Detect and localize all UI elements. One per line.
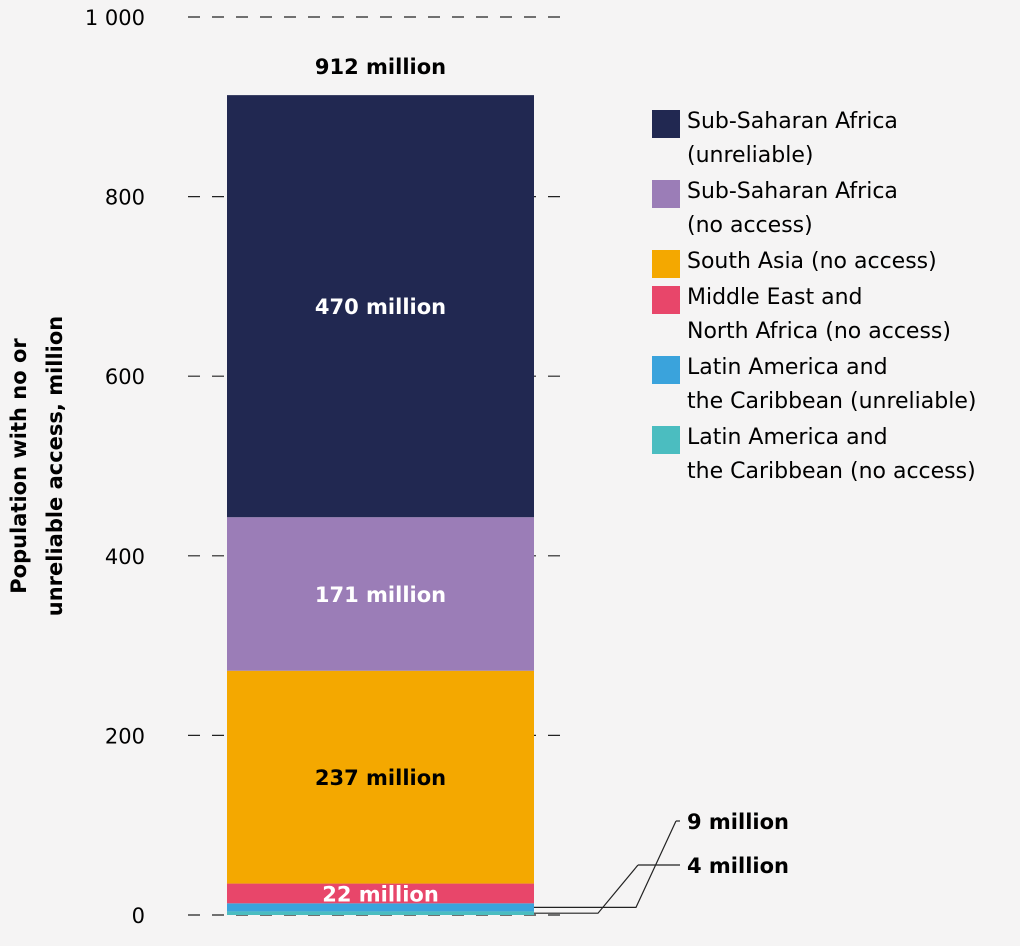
legend-swatch xyxy=(652,426,680,454)
legend-label: the Caribbean (unreliable) xyxy=(687,389,977,414)
legend-label: (unreliable) xyxy=(687,143,814,168)
callout-leaders xyxy=(534,820,680,914)
legend-label: Latin America and xyxy=(687,355,888,380)
y-tick-label: 0 xyxy=(132,904,145,928)
segment-value-label: 470 million xyxy=(315,295,446,319)
legend-item-mena: Middle East and North Africa (no access) xyxy=(652,284,1020,349)
y-tick-label: 600 xyxy=(105,365,145,389)
legend-label: North Africa (no access) xyxy=(687,319,951,344)
legend-swatch xyxy=(652,180,680,208)
legend-item-lac-no-access: Latin America and the Caribbean (no acce… xyxy=(652,424,1020,489)
callout-line xyxy=(534,864,639,914)
segment-value-label: 237 million xyxy=(315,766,446,790)
legend-item-lac-unreliable: Latin America and the Caribbean (unrelia… xyxy=(652,354,1020,419)
legend-label: Sub-Saharan Africa xyxy=(687,109,898,134)
y-tick-label: 800 xyxy=(105,186,145,210)
legend: Sub-Saharan Africa (unreliable) Sub-Saha… xyxy=(652,108,1020,494)
bar-segment xyxy=(227,95,534,518)
total-value-label: 912 million xyxy=(315,55,446,79)
legend-label: South Asia (no access) xyxy=(687,249,937,274)
bar-segment xyxy=(227,670,534,884)
y-axis-label: Population with no or unreliable access, … xyxy=(7,316,67,617)
callout-value-label: 9 million xyxy=(687,810,789,834)
legend-swatch xyxy=(652,356,680,384)
callout-line xyxy=(534,820,677,908)
legend-swatch xyxy=(652,110,680,138)
legend-label: Middle East and xyxy=(687,285,863,310)
legend-item-south-asia: South Asia (no access) xyxy=(652,248,1020,279)
bar-segment xyxy=(227,883,534,904)
legend-item-ssa-no-access: Sub-Saharan Africa (no access) xyxy=(652,178,1020,243)
y-tick-label: 400 xyxy=(105,545,145,569)
legend-label: Latin America and xyxy=(687,425,888,450)
y-tick-label: 1 000 xyxy=(85,6,145,30)
segment-labels: 4 million 9 million 22 million 237 million 1… xyxy=(315,55,789,906)
segment-value-label: 171 million xyxy=(315,583,446,607)
legend-item-ssa-unreliable: Sub-Saharan Africa (unreliable) xyxy=(652,108,1020,173)
legend-label: Sub-Saharan Africa xyxy=(687,179,898,204)
segment-value-label: 22 million xyxy=(322,882,439,906)
callout-value-label: 4 million xyxy=(687,854,789,878)
legend-swatch xyxy=(652,250,680,278)
legend-label: (no access) xyxy=(687,213,813,238)
y-axis-ticks: 0 200 400 600 800 1 000 xyxy=(85,6,145,928)
legend-swatch xyxy=(652,286,680,314)
bar-segment xyxy=(227,903,534,912)
legend-label: the Caribbean (no access) xyxy=(687,459,976,484)
bar-segment xyxy=(227,911,534,915)
bar-segments xyxy=(227,95,534,915)
bar-segment xyxy=(227,517,534,671)
y-tick-label: 200 xyxy=(105,724,145,748)
